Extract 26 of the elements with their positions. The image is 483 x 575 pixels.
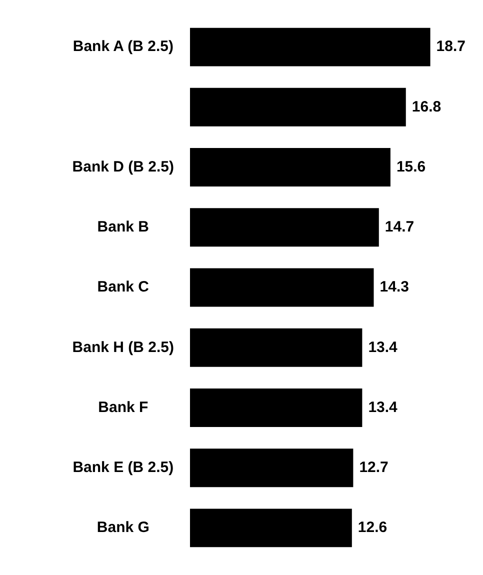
bar [190,28,430,66]
data-label: 13.4 [368,398,398,416]
bar [190,268,374,307]
data-label: 15.6 [396,158,426,176]
bar [190,388,362,427]
y-tick-label: Bank F [98,398,148,416]
bar [190,508,352,548]
bar [190,448,354,488]
data-label: 12.7 [359,458,388,476]
y-tick-label: Bank E (B 2.5) [72,458,174,476]
data-label: 12.6 [358,519,388,536]
y-tick-label: Bank H (B 2.5) [72,338,174,356]
y-tick-label: Bank D (B 2.5) [72,158,174,176]
y-tick-label: Bank G [96,519,150,536]
data-label: 16.8 [412,98,442,116]
y-tick-label: Bank B [97,218,150,236]
bar [190,328,362,367]
y-tick-label: Bank A (B 2.5) [72,38,174,56]
bar [190,88,406,126]
data-label: 14.3 [380,278,409,296]
bar [190,208,379,247]
bar [190,148,390,187]
data-label: 13.4 [368,338,398,356]
data-label: 14.7 [384,218,414,236]
data-label: 18.7 [436,38,466,56]
y-tick-label: Bank C [97,278,150,296]
